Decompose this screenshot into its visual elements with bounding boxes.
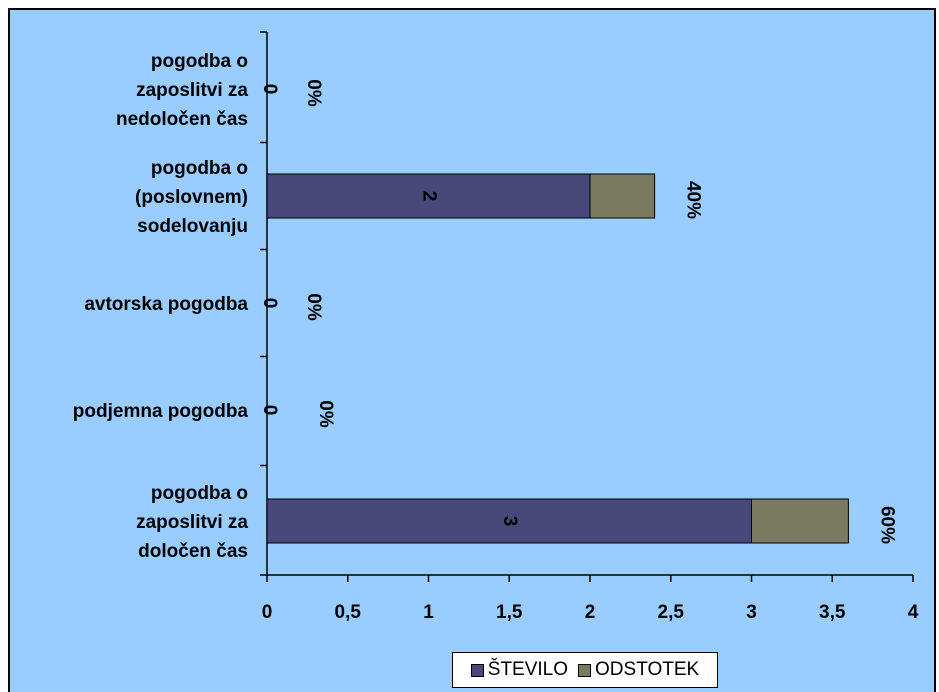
data-label-odstotek-4: 60% (876, 506, 897, 544)
category-label-0-1: zaposlitvi za (136, 80, 248, 101)
x-tick-label-8: 4 (908, 602, 919, 623)
legend-swatch-stevilo (470, 663, 484, 677)
category-label-1-0: pogodba o (151, 158, 248, 179)
data-label-stevilo-3: 0 (259, 405, 280, 416)
x-tick-label-1: 0,5 (335, 602, 362, 623)
category-label-3-0: podjemna pogodba (73, 401, 249, 422)
x-tick-label-7: 3,5 (819, 602, 846, 623)
legend-label-odstotek: ODSTOTEK (595, 659, 700, 680)
legend: ŠTEVILO ODSTOTEK (452, 652, 718, 688)
legend-label-stevilo: ŠTEVILO (487, 659, 569, 680)
data-label-stevilo-4: 3 (499, 516, 520, 527)
data-label-odstotek-0: 0% (303, 79, 324, 107)
legend-swatch-odstotek (578, 663, 592, 677)
category-label-4-1: zaposlitvi za (136, 512, 248, 533)
category-label-2-0: avtorska pogodba (84, 294, 248, 315)
bar-odstotek-4 (751, 498, 849, 544)
x-tick-label-4: 2 (585, 602, 596, 623)
x-tick-label-2: 1 (423, 602, 434, 623)
chart-area (8, 8, 936, 692)
category-label-4-2: določen čas (138, 541, 248, 562)
data-label-odstotek-1: 40% (683, 181, 704, 219)
category-label-1-1: (poslovnem) (135, 187, 248, 208)
category-label-4-0: pogodba o (151, 483, 248, 504)
x-tick-label-0: 0 (262, 602, 273, 623)
data-label-stevilo-0: 0 (259, 84, 280, 95)
x-tick-label-3: 1,5 (496, 602, 523, 623)
legend-item-odstotek: ODSTOTEK (578, 659, 699, 681)
category-label-0-0: pogodba o (151, 51, 248, 72)
data-label-stevilo-1: 2 (418, 191, 439, 202)
category-label-0-2: nedoločen čas (116, 109, 248, 130)
x-tick-label-5: 2,5 (658, 602, 685, 623)
data-label-odstotek-2: 0% (303, 293, 324, 321)
bar-odstotek-1 (589, 173, 656, 219)
x-tick-label-6: 3 (746, 602, 757, 623)
legend-item-stevilo: ŠTEVILO (470, 659, 569, 681)
data-label-stevilo-2: 0 (259, 298, 280, 309)
data-label-odstotek-3: 0% (315, 400, 336, 428)
category-label-1-2: sodelovanju (137, 216, 248, 237)
